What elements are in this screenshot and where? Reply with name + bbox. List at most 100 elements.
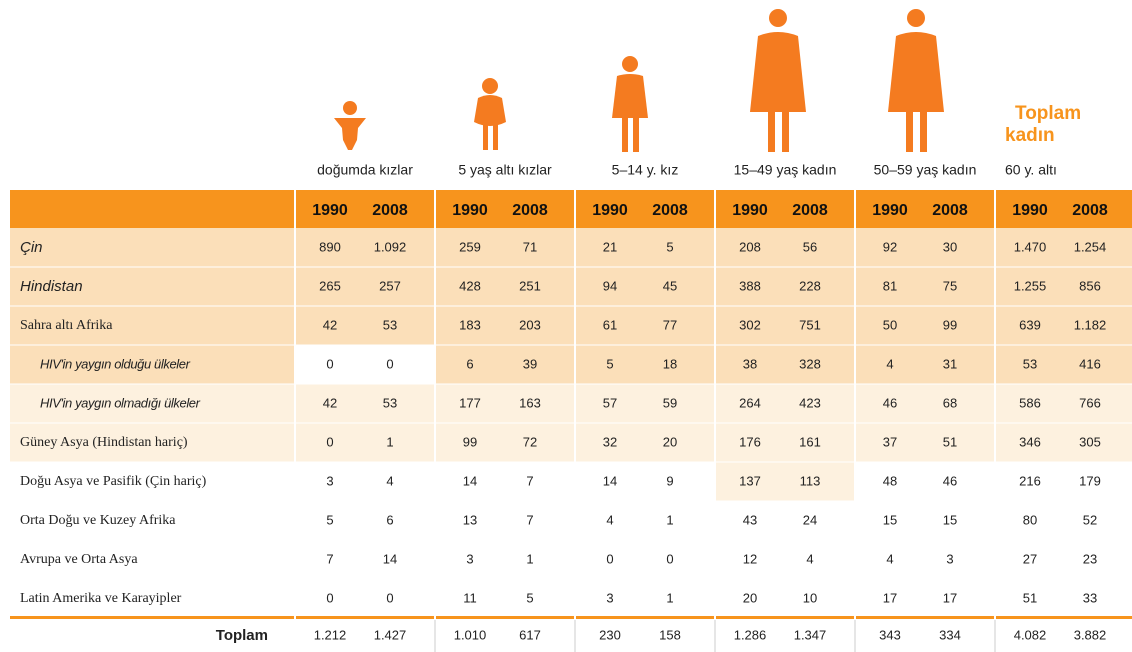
cell-value: 20 bbox=[743, 590, 757, 605]
cell-value: 6 bbox=[466, 356, 473, 371]
cell-shade bbox=[575, 384, 715, 423]
cell-value: 4 bbox=[886, 551, 893, 566]
cell-shade bbox=[575, 267, 715, 306]
row-label: Sahra altı Afrika bbox=[20, 318, 113, 333]
cell-value: 94 bbox=[603, 278, 617, 293]
cell-value: 42 bbox=[323, 317, 337, 332]
cell-value: 5 bbox=[606, 356, 613, 371]
cell-shade bbox=[435, 345, 575, 384]
cell-shade bbox=[10, 306, 295, 345]
cell-shade bbox=[295, 267, 435, 306]
group-label: 50–59 yaş kadın bbox=[874, 162, 977, 178]
cell-shade bbox=[435, 423, 575, 462]
cell-value: 137 bbox=[739, 473, 761, 488]
total-value: 1.427 bbox=[374, 627, 407, 642]
cell-value: 416 bbox=[1079, 356, 1101, 371]
cell-value: 0 bbox=[666, 551, 673, 566]
total-value: 3.882 bbox=[1074, 627, 1107, 642]
year-header: 1990 bbox=[872, 202, 908, 219]
year-header: 2008 bbox=[512, 202, 548, 219]
cell-value: 328 bbox=[799, 356, 821, 371]
cell-shade bbox=[995, 228, 1132, 267]
year-header: 2008 bbox=[932, 202, 968, 219]
group-label: 5 yaş altı kızlar bbox=[458, 162, 552, 178]
cell-shade bbox=[855, 345, 995, 384]
row-label: Çin bbox=[20, 239, 43, 256]
cell-value: 3 bbox=[326, 473, 333, 488]
cell-value: 99 bbox=[943, 317, 957, 332]
icon-girl bbox=[612, 56, 648, 152]
total-value: 1.212 bbox=[314, 627, 347, 642]
row-label: Güney Asya (Hindistan hariç) bbox=[20, 435, 188, 450]
cell-value: 92 bbox=[883, 239, 897, 254]
cell-value: 346 bbox=[1019, 434, 1041, 449]
cell-value: 264 bbox=[739, 395, 761, 410]
cell-value: 50 bbox=[883, 317, 897, 332]
cell-shade bbox=[575, 228, 715, 267]
cell-shade bbox=[435, 306, 575, 345]
cell-value: 890 bbox=[319, 239, 341, 254]
cell-value: 5 bbox=[666, 239, 673, 254]
total-label: Toplam bbox=[216, 627, 268, 644]
row-label: HIV'in yaygın olduğu ülkeler bbox=[40, 356, 191, 371]
icon-woman bbox=[750, 9, 806, 152]
cell-shade bbox=[995, 384, 1132, 423]
cell-value: 4 bbox=[386, 473, 393, 488]
cell-value: 751 bbox=[799, 317, 821, 332]
cell-value: 161 bbox=[799, 434, 821, 449]
total-value: 230 bbox=[599, 627, 621, 642]
total-value: 1.347 bbox=[794, 627, 827, 642]
cell-value: 71 bbox=[523, 239, 537, 254]
cell-value: 6 bbox=[386, 512, 393, 527]
cell-value: 177 bbox=[459, 395, 481, 410]
cell-value: 24 bbox=[803, 512, 817, 527]
cell-value: 4 bbox=[806, 551, 813, 566]
total-value: 4.082 bbox=[1014, 627, 1047, 642]
cell-shade bbox=[715, 306, 855, 345]
year-header: 2008 bbox=[1072, 202, 1108, 219]
cell-value: 53 bbox=[383, 395, 397, 410]
cell-shade bbox=[995, 267, 1132, 306]
cell-value: 39 bbox=[523, 356, 537, 371]
cell-value: 21 bbox=[603, 239, 617, 254]
cell-value: 14 bbox=[383, 551, 397, 566]
cell-shade bbox=[575, 345, 715, 384]
cell-value: 3 bbox=[606, 590, 613, 605]
cell-value: 1 bbox=[386, 434, 393, 449]
cell-value: 4 bbox=[606, 512, 613, 527]
cell-shade bbox=[995, 306, 1132, 345]
cell-value: 18 bbox=[663, 356, 677, 371]
cell-value: 17 bbox=[883, 590, 897, 605]
cell-value: 1 bbox=[666, 590, 673, 605]
cell-shade bbox=[295, 306, 435, 345]
cell-shade bbox=[715, 345, 855, 384]
cell-value: 856 bbox=[1079, 278, 1101, 293]
total-value: 334 bbox=[939, 627, 961, 642]
cell-value: 1.470 bbox=[1014, 239, 1047, 254]
cell-value: 17 bbox=[943, 590, 957, 605]
cell-shade bbox=[575, 423, 715, 462]
cell-shade bbox=[575, 306, 715, 345]
cell-value: 20 bbox=[663, 434, 677, 449]
cell-shade bbox=[435, 228, 575, 267]
cell-value: 259 bbox=[459, 239, 481, 254]
cell-shade bbox=[295, 384, 435, 423]
cell-value: 3 bbox=[466, 551, 473, 566]
cell-value: 56 bbox=[803, 239, 817, 254]
cell-value: 1.182 bbox=[1074, 317, 1107, 332]
cell-value: 4 bbox=[886, 356, 893, 371]
row-label: HIV'in yaygın olmadığı ülkeler bbox=[40, 395, 201, 410]
shading bbox=[10, 228, 1132, 501]
cell-value: 5 bbox=[526, 590, 533, 605]
cell-value: 38 bbox=[743, 356, 757, 371]
row-label: Latin Amerika ve Karayipler bbox=[20, 591, 182, 606]
cell-value: 163 bbox=[519, 395, 541, 410]
cell-value: 388 bbox=[739, 278, 761, 293]
cell-shade bbox=[435, 384, 575, 423]
cell-value: 113 bbox=[800, 473, 821, 488]
cell-value: 0 bbox=[326, 356, 333, 371]
cell-value: 30 bbox=[943, 239, 957, 254]
cell-value: 15 bbox=[943, 512, 957, 527]
cell-value: 251 bbox=[519, 278, 541, 293]
cell-shade bbox=[10, 423, 295, 462]
